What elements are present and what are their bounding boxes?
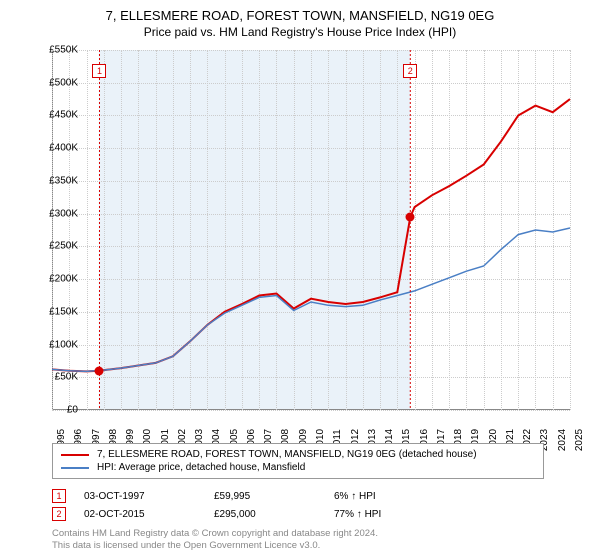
event-price: £295,000: [214, 509, 334, 520]
chart-lines-svg: [52, 50, 570, 410]
event-date: 03-OCT-1997: [84, 491, 214, 502]
legend-item: HPI: Average price, detached house, Mans…: [61, 461, 535, 474]
event-pct: 77% ↑ HPI: [334, 509, 434, 520]
event-marker-box: 2: [52, 507, 66, 521]
y-tick-label: £550K: [33, 45, 78, 56]
x-tick-label: 2025: [574, 429, 585, 451]
chart-plot-area: 12: [52, 50, 570, 410]
sale-marker: [406, 212, 415, 221]
series-red: [52, 99, 570, 371]
event-row: 2 02-OCT-2015 £295,000 77% ↑ HPI: [52, 505, 544, 523]
event-date: 02-OCT-2015: [84, 509, 214, 520]
y-tick-label: £100K: [33, 339, 78, 350]
event-marker-box: 1: [52, 489, 66, 503]
legend-swatch: [61, 467, 89, 469]
chart-title-line1: 7, ELLESMERE ROAD, FOREST TOWN, MANSFIEL…: [0, 0, 600, 23]
y-tick-label: £350K: [33, 175, 78, 186]
attribution: Contains HM Land Registry data © Crown c…: [52, 528, 378, 553]
y-tick-label: £300K: [33, 208, 78, 219]
marker-label-box: 2: [403, 64, 417, 78]
y-tick-label: £400K: [33, 143, 78, 154]
y-tick-label: £500K: [33, 77, 78, 88]
y-tick-label: £200K: [33, 274, 78, 285]
marker-label-box: 1: [92, 64, 106, 78]
x-tick-label: 2024: [557, 429, 568, 451]
chart-container: 7, ELLESMERE ROAD, FOREST TOWN, MANSFIEL…: [0, 0, 600, 560]
y-tick-label: £0: [33, 405, 78, 416]
legend-item: 7, ELLESMERE ROAD, FOREST TOWN, MANSFIEL…: [61, 448, 535, 461]
event-table: 1 03-OCT-1997 £59,995 6% ↑ HPI 2 02-OCT-…: [52, 487, 544, 523]
y-tick-label: £250K: [33, 241, 78, 252]
attribution-line: This data is licensed under the Open Gov…: [52, 540, 378, 552]
legend-label: 7, ELLESMERE ROAD, FOREST TOWN, MANSFIEL…: [97, 449, 477, 460]
chart-title-line2: Price paid vs. HM Land Registry's House …: [0, 23, 600, 39]
sale-marker: [95, 366, 104, 375]
attribution-line: Contains HM Land Registry data © Crown c…: [52, 528, 378, 540]
legend: 7, ELLESMERE ROAD, FOREST TOWN, MANSFIEL…: [52, 443, 544, 479]
legend-label: HPI: Average price, detached house, Mans…: [97, 462, 305, 473]
legend-swatch: [61, 454, 89, 456]
event-pct: 6% ↑ HPI: [334, 491, 434, 502]
y-tick-label: £50K: [33, 372, 78, 383]
y-tick-label: £450K: [33, 110, 78, 121]
y-tick-label: £150K: [33, 306, 78, 317]
event-row: 1 03-OCT-1997 £59,995 6% ↑ HPI: [52, 487, 544, 505]
event-price: £59,995: [214, 491, 334, 502]
